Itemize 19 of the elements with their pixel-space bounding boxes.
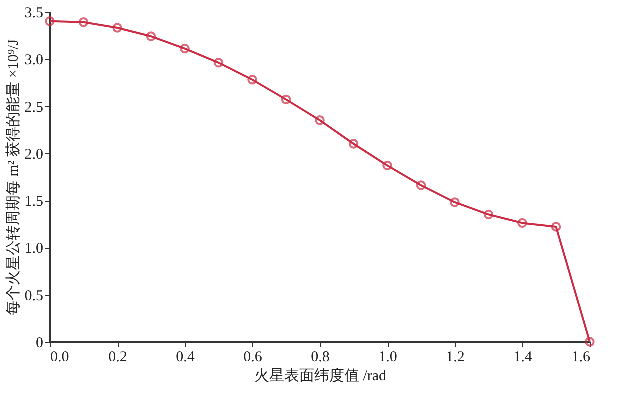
- x-tick-label: 1.2: [446, 350, 465, 366]
- y-tick-label: 3.5: [24, 6, 44, 22]
- x-axis-title: 火星表面纬度值 /rad: [254, 368, 388, 384]
- x-tick-label: 1.6: [572, 350, 591, 366]
- y-tick-label: 2.5: [24, 100, 44, 116]
- y-tick-label: 1.5: [24, 194, 44, 210]
- y-tick-label: 0: [36, 336, 44, 352]
- x-tick-label: 0.8: [311, 350, 330, 366]
- x-tick-label: 1.4: [514, 350, 533, 366]
- y-tick-label: 0.5: [24, 288, 44, 304]
- x-tick-label: 0.4: [176, 350, 196, 366]
- y-tick-label: 2.0: [24, 146, 44, 163]
- y-tick-label: 3.0: [24, 52, 44, 69]
- y-axis-title: 每个火星公转周期每 m² 获得的能量 ×10⁹/J: [4, 39, 22, 316]
- y-tick-label: 1.0: [24, 241, 44, 258]
- x-tick-label: 0.6: [244, 350, 263, 366]
- x-tick-label: 0.2: [108, 350, 128, 366]
- x-tick-label: 0.0: [50, 350, 70, 366]
- x-tick-label: 1.0: [378, 350, 398, 366]
